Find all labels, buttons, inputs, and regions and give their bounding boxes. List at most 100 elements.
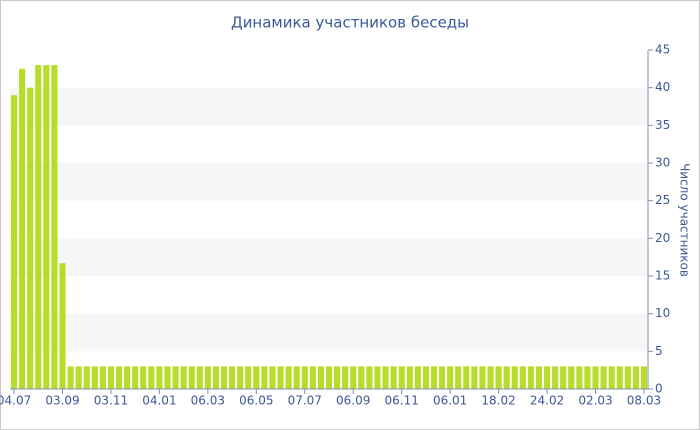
y-tick-label: 40: [655, 80, 670, 94]
bar: [447, 366, 454, 389]
bar: [398, 366, 405, 389]
chart-title: Динамика участников беседы: [231, 14, 469, 32]
bar: [568, 366, 575, 389]
bar: [366, 366, 373, 389]
bar: [180, 366, 187, 389]
y-tick-label: 35: [655, 118, 670, 132]
bar: [535, 366, 543, 389]
bar: [140, 366, 147, 389]
bar: [188, 366, 195, 389]
bar: [342, 366, 349, 389]
bar: [277, 366, 284, 389]
bar: [350, 366, 357, 389]
x-tick-label: 06.05: [239, 394, 273, 408]
bar: [334, 366, 341, 389]
x-tick-label: 04.07: [0, 394, 31, 408]
bar: [148, 366, 155, 389]
bar: [19, 68, 26, 389]
bar: [196, 366, 203, 389]
grid-band: [10, 163, 648, 201]
bar: [495, 366, 502, 389]
bar: [293, 366, 300, 389]
bar: [600, 366, 607, 389]
y-tick-label: 5: [655, 344, 663, 358]
grid-band: [10, 313, 648, 352]
bar: [10, 95, 18, 389]
bar: [430, 366, 438, 389]
bar: [156, 366, 163, 389]
bar: [471, 366, 478, 389]
bar: [487, 366, 494, 389]
x-tick-label: 06.03: [191, 394, 225, 408]
x-tick-label: 08.03: [627, 394, 661, 408]
x-tick-label: 04.01: [142, 394, 176, 408]
bar: [132, 366, 139, 389]
bar: [584, 366, 591, 389]
bar: [358, 366, 365, 389]
y-tick-label: 15: [655, 269, 670, 283]
bar: [67, 366, 74, 389]
bar: [560, 366, 567, 389]
bar: [390, 366, 397, 389]
bar: [204, 366, 211, 389]
bar: [285, 366, 292, 389]
x-tick-label: 18.02: [481, 394, 515, 408]
x-tick-label: 03.09: [45, 394, 79, 408]
x-tick-label: 03.11: [94, 394, 128, 408]
grid-band: [10, 87, 648, 126]
bar: [608, 366, 615, 389]
bar: [261, 366, 268, 389]
y-tick-label: 20: [655, 231, 670, 245]
bar: [576, 366, 583, 389]
bar: [374, 366, 381, 389]
bar: [229, 366, 236, 389]
y-tick-label: 30: [655, 156, 670, 170]
bar: [75, 366, 82, 389]
bar: [83, 366, 90, 389]
bar: [172, 366, 179, 389]
x-tick-label: 06.11: [385, 394, 419, 408]
bar: [99, 366, 106, 389]
bar: [35, 65, 42, 390]
bar: [325, 366, 333, 389]
bar: [253, 366, 260, 389]
y-tick-label: 10: [655, 306, 670, 320]
bar: [91, 366, 98, 389]
bar: [27, 87, 34, 390]
bar: [543, 366, 551, 389]
bar: [59, 263, 66, 389]
bar: [414, 366, 421, 389]
bar: [237, 366, 244, 389]
bar: [422, 366, 429, 389]
x-tick-label: 06.01: [433, 394, 467, 408]
bar: [245, 366, 252, 389]
bar: [527, 366, 534, 389]
y-tick-label: 0: [655, 382, 663, 396]
bar: [503, 366, 510, 389]
bar: [43, 65, 50, 390]
bar: [124, 366, 131, 389]
bar: [212, 366, 220, 389]
bar: [382, 366, 389, 389]
bar: [220, 366, 228, 389]
bar: [616, 366, 623, 389]
bar: [455, 366, 462, 389]
bar: [115, 366, 123, 389]
y-tick-label: 45: [655, 43, 670, 57]
bar: [107, 366, 115, 389]
bar: [301, 366, 308, 389]
bar: [317, 366, 324, 389]
bar: [640, 366, 648, 389]
y-axis-label: Число участников: [678, 163, 692, 277]
bar: [406, 366, 413, 389]
bar: [51, 65, 58, 390]
x-tick-label: 24.02: [530, 394, 564, 408]
x-tick-label: 06.09: [336, 394, 370, 408]
bar: [632, 366, 639, 389]
x-tick-label: 02.03: [578, 394, 612, 408]
y-tick-label: 25: [655, 193, 670, 207]
bar: [552, 366, 559, 389]
bar: [164, 366, 171, 389]
